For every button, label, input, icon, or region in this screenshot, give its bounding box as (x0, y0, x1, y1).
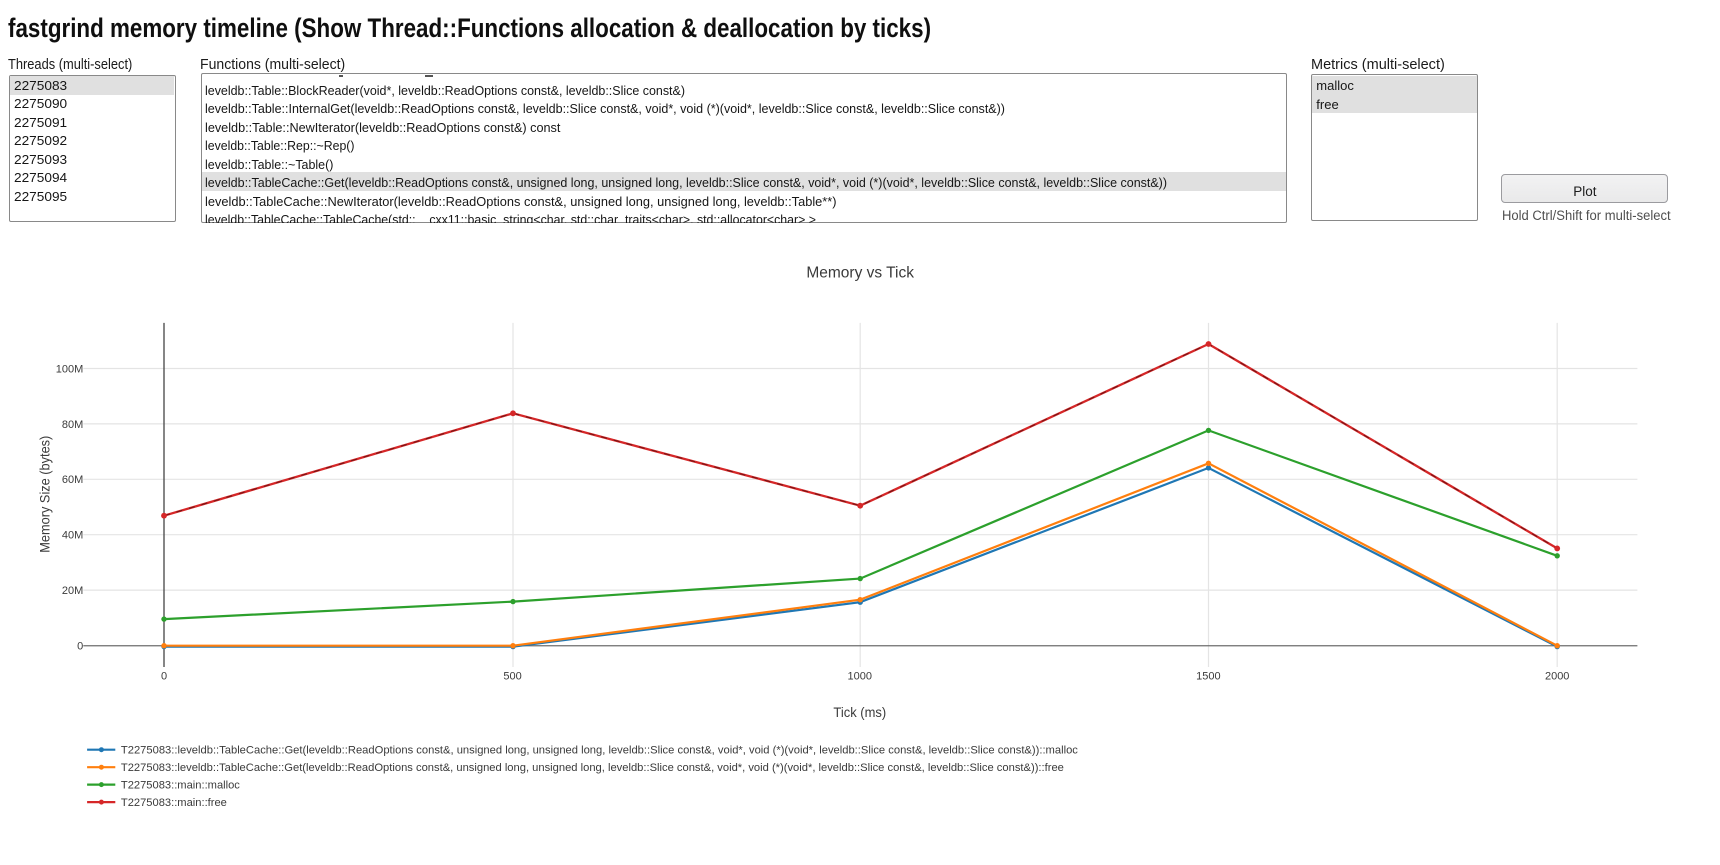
svg-text:80M: 80M (62, 419, 83, 431)
svg-text:2000: 2000 (1545, 670, 1569, 682)
svg-text:Memory vs Tick: Memory vs Tick (806, 265, 914, 282)
svg-text:40M: 40M (62, 530, 83, 542)
svg-text:T2275083::main::malloc: T2275083::main::malloc (121, 780, 240, 792)
svg-text:Memory Size (bytes): Memory Size (bytes) (36, 436, 52, 553)
svg-text:T2275083::main::free: T2275083::main::free (121, 797, 227, 809)
svg-text:1000: 1000 (848, 670, 872, 682)
svg-text:1500: 1500 (1196, 670, 1220, 682)
svg-text:100M: 100M (56, 363, 84, 375)
svg-text:T2275083::leveldb::TableCache:: T2275083::leveldb::TableCache::Get(level… (121, 745, 1078, 757)
svg-text:20M: 20M (62, 585, 83, 597)
svg-text:T2275083::leveldb::TableCache:: T2275083::leveldb::TableCache::Get(level… (121, 762, 1064, 774)
svg-text:60M: 60M (62, 474, 83, 486)
svg-text:0: 0 (77, 641, 83, 653)
svg-text:500: 500 (503, 670, 521, 682)
svg-text:Tick (ms): Tick (ms) (833, 704, 886, 720)
svg-text:0: 0 (161, 670, 167, 682)
